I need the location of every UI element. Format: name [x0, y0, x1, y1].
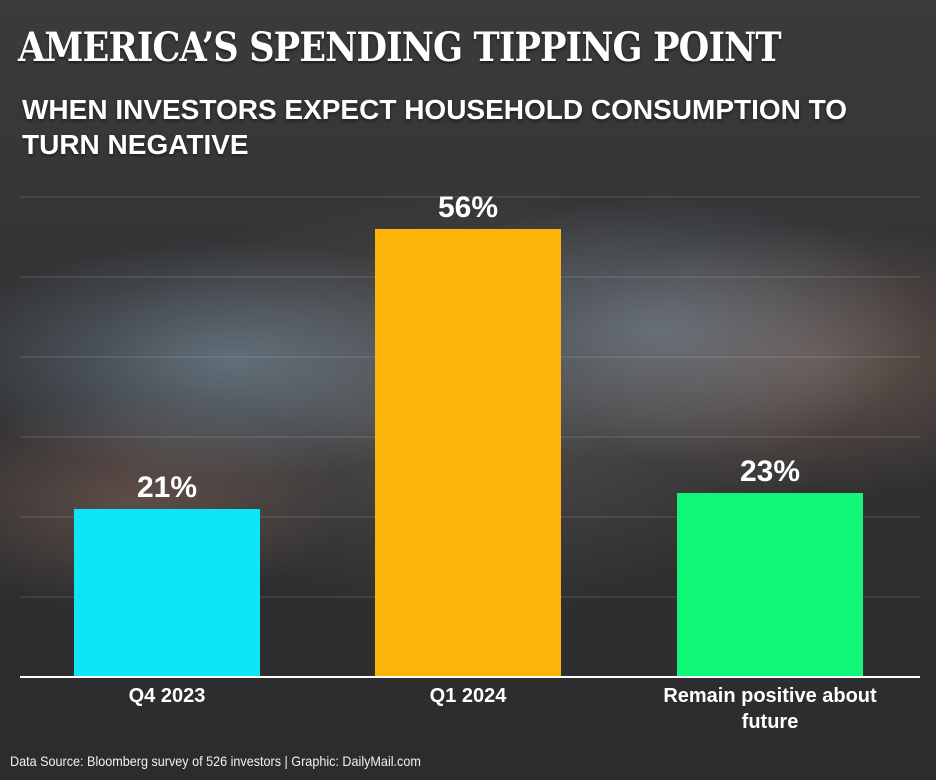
- category-label-line: Q1 2024: [430, 685, 508, 707]
- data-label-1: 21%: [137, 471, 197, 504]
- chart-title: AMERICA’S SPENDING TIPPING POINT: [18, 24, 782, 71]
- category-label-line: Q4 2023: [129, 685, 206, 707]
- chart-subtitle: WHEN INVESTORS EXPECT HOUSEHOLD CONSUMPT…: [22, 94, 848, 160]
- category-label-line: Remain positive about: [663, 685, 877, 707]
- category-label-line: future: [742, 711, 799, 733]
- data-label-3: 23%: [740, 455, 800, 488]
- category-labels: Q4 2023 Q1 2024 Remain positive about futur…: [129, 685, 877, 733]
- bar-2: [375, 229, 561, 677]
- bars: [74, 229, 863, 677]
- data-labels: 21% 56% 23%: [137, 191, 800, 504]
- category-label-3: Remain positive about future: [663, 685, 877, 733]
- category-label-1: Q4 2023: [129, 685, 206, 707]
- source-note: Data Source: Bloomberg survey of 526 inv…: [10, 753, 421, 769]
- bar-3: [677, 493, 863, 677]
- data-label-2: 56%: [438, 191, 498, 224]
- category-label-2: Q1 2024: [430, 685, 508, 707]
- bar-1: [74, 509, 260, 677]
